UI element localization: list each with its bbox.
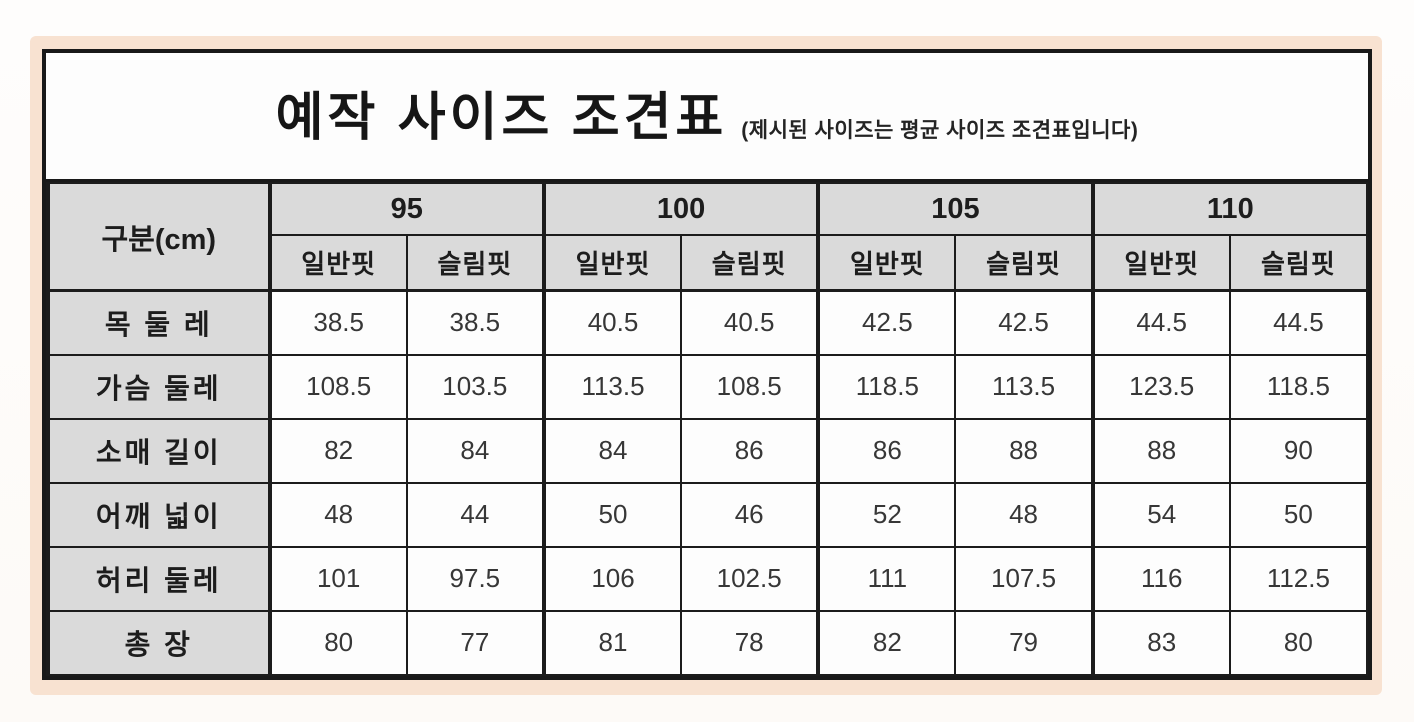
- size-value-cell: 111: [816, 545, 957, 612]
- size-value-cell: 78: [680, 609, 820, 677]
- size-value-cell: 86: [680, 417, 820, 484]
- size-value-cell: 118.5: [1228, 353, 1369, 420]
- row-label: 어깨 넓이: [46, 481, 271, 548]
- table-header: 구분(cm) 95 100 105 110 일반핏 슬림핏 일반핏 슬림핏 일반…: [46, 182, 1369, 292]
- fit-header-regular: 일반핏: [1090, 234, 1231, 292]
- size-value-cell: 40.5: [680, 288, 820, 356]
- title-block: 예작 사이즈 조견표 (제시된 사이즈는 평균 사이즈 조견표입니다): [46, 53, 1368, 182]
- size-value-cell: 48: [954, 481, 1094, 548]
- size-value-cell: 83: [1090, 609, 1231, 677]
- size-chart-sheet: 예작 사이즈 조견표 (제시된 사이즈는 평균 사이즈 조견표입니다) 구분(c…: [42, 49, 1372, 680]
- size-value-cell: 123.5: [1090, 353, 1231, 420]
- size-value-cell: 108.5: [680, 353, 820, 420]
- size-value-cell: 44.5: [1228, 288, 1369, 356]
- size-value-cell: 50: [1228, 481, 1369, 548]
- size-value-cell: 46: [680, 481, 820, 548]
- fit-type-row: 일반핏 슬림핏 일반핏 슬림핏 일반핏 슬림핏 일반핏 슬림핏: [48, 234, 1369, 292]
- size-value-cell: 79: [954, 609, 1094, 677]
- size-value-cell: 107.5: [954, 545, 1094, 612]
- size-value-cell: 88: [954, 417, 1094, 484]
- row-label: 목 둘 레: [46, 288, 271, 356]
- size-group-row: 구분(cm) 95 100 105 110: [46, 182, 1369, 292]
- size-value-cell: 52: [816, 481, 957, 548]
- size-value-cell: 102.5: [680, 545, 820, 612]
- fit-header-regular: 일반핏: [541, 234, 683, 292]
- size-value-cell: 84: [541, 417, 683, 484]
- measurement-row: 어깨 넓이 48 44 50 46 52 48 54 50: [46, 481, 1369, 548]
- row-label: 총 장: [46, 609, 271, 677]
- size-value-cell: 113.5: [541, 353, 683, 420]
- size-table: 구분(cm) 95 100 105 110 일반핏 슬림핏 일반핏 슬림핏 일반…: [46, 182, 1369, 677]
- size-value-cell: 44: [405, 481, 545, 548]
- size-value-cell: 38.5: [267, 288, 408, 356]
- fit-header-slim: 슬림핏: [1228, 234, 1369, 292]
- size-value-cell: 40.5: [541, 288, 683, 356]
- size-value-cell: 44.5: [1090, 288, 1231, 356]
- size-value-cell: 80: [1228, 609, 1369, 677]
- row-label: 소매 길이: [46, 417, 271, 484]
- fit-header-slim: 슬림핏: [680, 234, 820, 292]
- size-value-cell: 116: [1090, 545, 1231, 612]
- size-group-110: 110: [1090, 182, 1369, 236]
- size-value-cell: 103.5: [405, 353, 545, 420]
- size-value-cell: 42.5: [816, 288, 957, 356]
- size-value-cell: 112.5: [1228, 545, 1369, 612]
- size-value-cell: 84: [405, 417, 545, 484]
- size-value-cell: 54: [1090, 481, 1231, 548]
- size-group-95: 95: [267, 182, 545, 236]
- size-value-cell: 42.5: [954, 288, 1094, 356]
- fit-header-slim: 슬림핏: [405, 234, 545, 292]
- size-value-cell: 81: [541, 609, 683, 677]
- page-subtitle: (제시된 사이즈는 평균 사이즈 조견표입니다): [741, 119, 1139, 142]
- corner-header-cell: 구분(cm): [46, 182, 271, 292]
- measurement-row: 가슴 둘레 108.5 103.5 113.5 108.5 118.5 113.5 123.5…: [46, 353, 1369, 420]
- page-title: 예작 사이즈 조견표: [275, 89, 728, 147]
- size-value-cell: 101: [267, 545, 408, 612]
- size-value-cell: 82: [267, 417, 408, 484]
- size-value-cell: 108.5: [267, 353, 408, 420]
- size-group-105: 105: [816, 182, 1094, 236]
- size-group-100: 100: [541, 182, 820, 236]
- size-value-cell: 50: [541, 481, 683, 548]
- row-label: 허리 둘레: [46, 545, 271, 612]
- measurement-row: 총 장 80 77 81 78 82 79 83 80: [46, 609, 1369, 677]
- fit-header-slim: 슬림핏: [954, 234, 1094, 292]
- fit-header-regular: 일반핏: [816, 234, 957, 292]
- fit-header-regular: 일반핏: [267, 234, 408, 292]
- measurement-row: 허리 둘레 101 97.5 106 102.5 111 107.5 116 112.5: [46, 545, 1369, 612]
- size-value-cell: 118.5: [816, 353, 957, 420]
- size-value-cell: 106: [541, 545, 683, 612]
- size-value-cell: 90: [1228, 417, 1369, 484]
- size-value-cell: 38.5: [405, 288, 545, 356]
- measurement-row: 목 둘 레 38.5 38.5 40.5 40.5 42.5 42.5 44.5 44.5: [46, 288, 1369, 356]
- size-value-cell: 86: [816, 417, 957, 484]
- size-value-cell: 80: [267, 609, 408, 677]
- size-value-cell: 77: [405, 609, 545, 677]
- table-frame: 예작 사이즈 조견표 (제시된 사이즈는 평균 사이즈 조견표입니다) 구분(c…: [30, 36, 1382, 695]
- size-value-cell: 97.5: [405, 545, 545, 612]
- size-value-cell: 82: [816, 609, 957, 677]
- table-body: 목 둘 레 38.5 38.5 40.5 40.5 42.5 42.5 44.5 44.5 가슴 …: [46, 288, 1369, 677]
- measurement-row: 소매 길이 82 84 84 86 86 88 88 90: [46, 417, 1369, 484]
- size-value-cell: 113.5: [954, 353, 1094, 420]
- size-value-cell: 88: [1090, 417, 1231, 484]
- size-value-cell: 48: [267, 481, 408, 548]
- row-label: 가슴 둘레: [46, 353, 271, 420]
